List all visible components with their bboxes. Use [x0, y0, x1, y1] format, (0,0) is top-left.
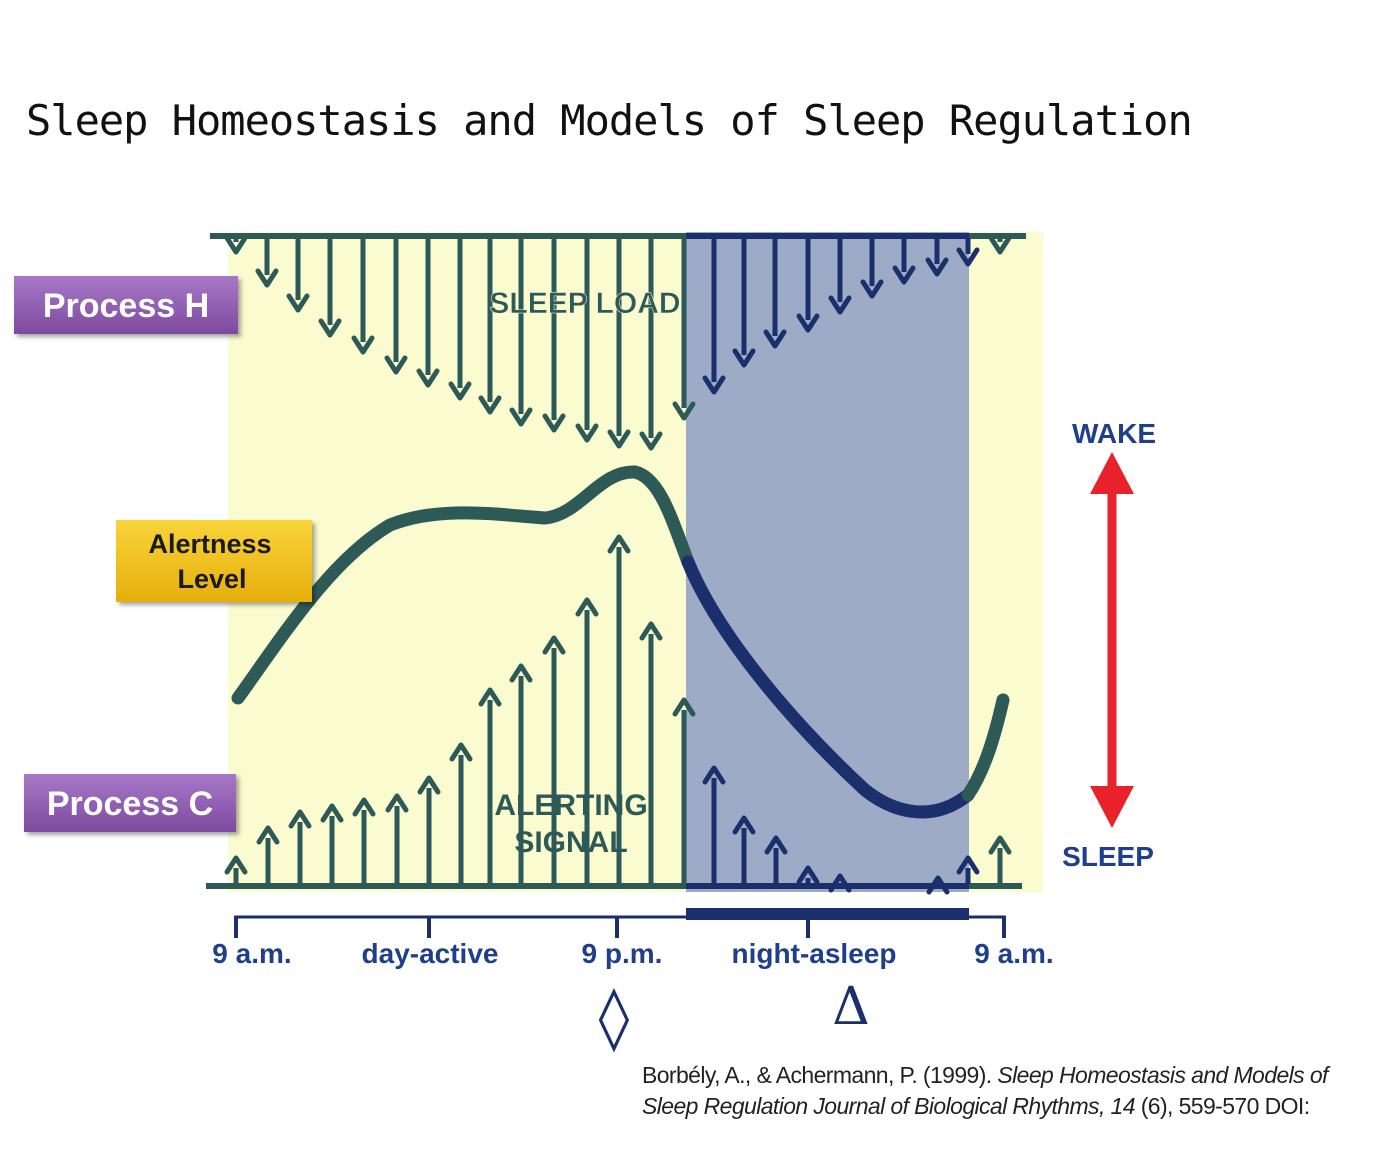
sleep-load-arrow	[702, 238, 726, 395]
delta-marker: Δ	[832, 977, 870, 1037]
citation-title: Sleep Homeostasis and Models of Sleep Re…	[642, 1062, 1328, 1119]
wake-sleep-arrow	[1090, 452, 1134, 828]
sleep-load-arrow	[639, 238, 663, 451]
alerting-signal-arrow	[542, 635, 566, 884]
sleep-load-arrow	[892, 238, 916, 285]
citation: Borbély, A., & Achermann, P. (1999). Sle…	[642, 1060, 1357, 1122]
sleep-load-arrow	[448, 238, 472, 401]
process-c-label: Process C	[47, 785, 213, 823]
sleep-load-arrow	[988, 235, 1012, 255]
citation-journal: Journal of Biological Rhythms, 14	[813, 1093, 1135, 1119]
alerting-signal-arrow	[988, 835, 1012, 884]
process-h-box	[14, 276, 238, 334]
alerting-signal-arrow	[385, 793, 409, 884]
alertness-curve-night	[681, 555, 975, 819]
sleep-load-arrow	[416, 238, 440, 388]
alerting-signal-arrow	[352, 797, 376, 884]
sleep-load-arrow	[224, 235, 248, 255]
alerting-signal-label-2: SIGNAL	[514, 826, 627, 859]
citation-authors: Borbély, A., & Achermann, P. (1999).	[642, 1062, 998, 1088]
alerting-signal-arrow	[639, 621, 663, 884]
alerting-signal-arrow	[672, 697, 696, 884]
alerting-signal-arrows	[224, 534, 1012, 895]
axis-tick-label: night-asleep	[732, 938, 897, 969]
alertness-curve-day	[231, 465, 695, 705]
sleep-load-arrow	[860, 238, 884, 299]
axis-tick-label: 9 a.m.	[974, 938, 1053, 969]
alerting-signal-arrow	[828, 873, 852, 893]
night-sleep-bar	[686, 908, 969, 920]
sleep-load-arrow	[732, 238, 756, 368]
alerting-signal-arrow	[575, 597, 599, 884]
alerting-signal-label-1: ALERTING	[494, 789, 647, 822]
alerting-signal-arrow	[256, 825, 280, 884]
alerting-signal-arrow	[607, 534, 631, 884]
alertness-level-label-2: Level	[177, 564, 246, 594]
alerting-signal-arrow	[926, 875, 950, 895]
alerting-signal-arrow	[320, 803, 344, 884]
alerting-signal-arrow	[956, 855, 980, 884]
alertness-level-label-1: Alertness	[148, 529, 271, 559]
alerting-signal-arrow	[288, 809, 312, 884]
sleep-load-arrow	[828, 238, 852, 315]
citation-rest: (6), 559-570 DOI:	[1134, 1093, 1310, 1119]
process-c-box	[24, 774, 236, 832]
sleep-load-arrow	[575, 238, 599, 443]
sleep-load-arrow	[318, 238, 342, 338]
alerting-signal-arrow	[417, 775, 441, 884]
night-background	[686, 232, 969, 892]
sleep-load-arrow	[478, 238, 502, 415]
sleep-load-arrow	[255, 238, 279, 288]
sleep-load-arrow	[286, 238, 310, 313]
axis-tick-label: day-active	[362, 938, 499, 969]
sleep-load-arrow	[763, 238, 787, 349]
sleep-load-arrow	[542, 238, 566, 433]
slide-title: Sleep Homeostasis and Models of Sleep Re…	[26, 96, 1193, 145]
sleep-load-label: SLEEP LOAD	[489, 287, 680, 320]
alerting-signal-arrow	[449, 742, 473, 884]
wake-label: WAKE	[1072, 418, 1156, 449]
sleep-load-arrow	[956, 238, 980, 267]
alertness-curve-morning	[961, 693, 1010, 802]
time-axis	[234, 908, 1006, 938]
axis-tick-label: 9 p.m.	[582, 938, 663, 969]
sleep-load-arrows	[224, 235, 1012, 451]
process-h-label: Process H	[43, 287, 209, 325]
sleep-load-arrow	[351, 238, 375, 355]
alerting-signal-arrow	[509, 663, 533, 884]
alertness-level-box	[116, 520, 312, 602]
alerting-signal-arrow	[478, 687, 502, 884]
sleep-load-arrow	[925, 238, 949, 277]
alerting-signal-arrow	[732, 815, 756, 884]
sleep-load-arrow	[607, 238, 631, 449]
alerting-signal-arrow	[764, 835, 788, 884]
sleep-load-arrow	[509, 238, 533, 427]
alerting-signal-arrow	[702, 765, 726, 884]
sleep-load-arrow	[796, 238, 820, 333]
diamond-marker: ◊	[599, 980, 630, 1053]
alerting-signal-arrow	[224, 855, 248, 884]
alerting-signal-arrow	[796, 865, 820, 885]
sleep-load-arrow	[384, 238, 408, 375]
axis-tick-label: 9 a.m.	[212, 938, 291, 969]
sleep-label: SLEEP	[1062, 841, 1154, 872]
sleep-load-arrow	[672, 238, 696, 421]
